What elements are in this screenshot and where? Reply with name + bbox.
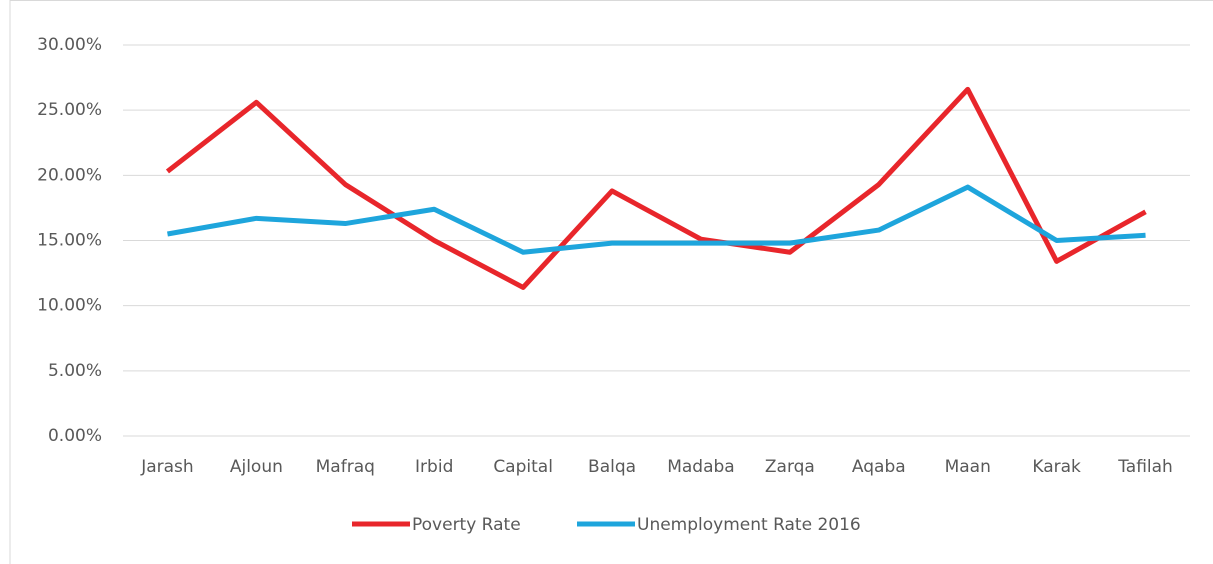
y-tick-label: 0.00% <box>48 426 102 446</box>
line-series <box>165 86 1147 290</box>
legend-label: Poverty Rate <box>412 515 521 535</box>
y-tick-label: 10.00% <box>37 296 102 316</box>
x-tick-label: Mafraq <box>316 457 375 477</box>
x-tick-label: Balqa <box>588 457 636 477</box>
x-tick-label: Jarash <box>140 457 193 477</box>
y-tick-label: 15.00% <box>37 231 102 251</box>
y-tick-label: 30.00% <box>37 35 102 55</box>
legend-label: Unemployment Rate 2016 <box>637 515 861 535</box>
x-tick-label: Ajloun <box>230 457 283 477</box>
x-tick-label: Irbid <box>415 457 453 477</box>
line-series <box>167 184 1146 255</box>
chart-frame <box>9 0 1213 564</box>
y-tick-label: 5.00% <box>48 361 102 381</box>
x-tick-label: Madaba <box>667 457 735 477</box>
x-tick-label: Karak <box>1032 457 1081 477</box>
y-tick-label: 25.00% <box>37 100 102 120</box>
x-tick-label: Maan <box>945 457 991 477</box>
x-tick-label: Tafilah <box>1117 457 1173 477</box>
x-tick-label: Aqaba <box>852 457 906 477</box>
x-tick-label: Capital <box>493 457 553 477</box>
y-tick-label: 20.00% <box>37 165 102 185</box>
x-tick-label: Zarqa <box>765 457 815 477</box>
